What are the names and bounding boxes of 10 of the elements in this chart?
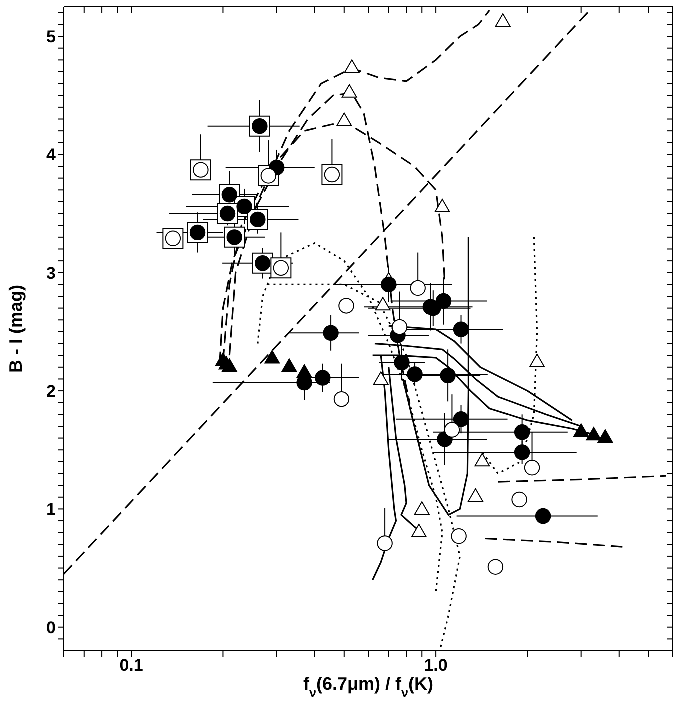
x-axis-title: f$_{ν}$(6.7μm) / f$_{ν}$(K): [303, 674, 434, 700]
y-tick-label: 3: [46, 264, 56, 283]
y-tick-label: 0: [46, 618, 56, 638]
y-tick-label: 4: [46, 146, 57, 165]
x-tick-label: 0.1: [120, 656, 144, 676]
y-tick-label: 5: [46, 28, 56, 47]
x-tick-label: 1.0: [424, 656, 448, 676]
y-axis-title: B - I (mag): [6, 285, 26, 373]
y-tick-label: 1: [46, 500, 56, 520]
y-tick-label: 2: [46, 382, 56, 402]
